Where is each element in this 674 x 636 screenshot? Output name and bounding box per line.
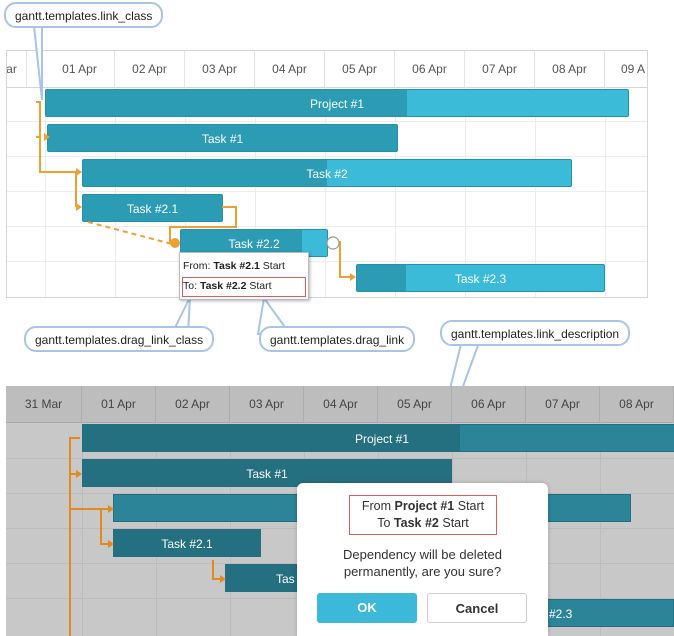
task-bar-task-1[interactable]: Task #1 xyxy=(82,459,452,487)
task-bar-task-2[interactable]: Task #2 xyxy=(82,159,572,187)
timeline-scale: 31 Mar 01 Apr 02 Apr 03 Apr 04 Apr 05 Ap… xyxy=(6,386,674,423)
scale-cell: 07 Apr xyxy=(465,51,535,87)
task-bar-task-2-1[interactable]: Task #2.1 xyxy=(113,529,261,557)
task-label: Task #1 xyxy=(246,467,288,481)
link-from: From Project #1 Start xyxy=(361,499,485,513)
callout-drag-link-class: gantt.templates.drag_link_class xyxy=(24,326,215,352)
scale-cell: 03 Apr xyxy=(185,51,255,87)
scale-cell: 08 Apr xyxy=(535,51,605,87)
delete-link-dialog: From Project #1 Start To Task #2 Start D… xyxy=(297,483,548,636)
timeline-scale: Mar 01 Apr 02 Apr 03 Apr 04 Apr 05 Apr 0… xyxy=(7,51,647,88)
confirm-message: Dependency will be deleted permanently, … xyxy=(343,547,502,579)
ok-button[interactable]: OK xyxy=(317,593,417,623)
scale-cell: 04 Apr xyxy=(255,51,325,87)
link-description: From Project #1 Start To Task #2 Start xyxy=(349,495,497,535)
drag-start-handle[interactable] xyxy=(170,238,180,248)
scale-cell: 02 Apr xyxy=(115,51,185,87)
task-label: Task #2.1 xyxy=(161,537,213,551)
task-label: Task #2.3 xyxy=(454,272,507,286)
scale-cell: 05 Apr xyxy=(325,51,395,87)
callout-drag-link: gantt.templates.drag_link xyxy=(259,326,416,352)
scale-cell: 01 Apr xyxy=(45,51,115,87)
tooltip-from: From: Task #2.1 Start xyxy=(183,260,285,272)
scale-cell: Mar xyxy=(7,51,27,87)
link-end-handle[interactable] xyxy=(326,236,340,250)
callout-link-description: gantt.templates.link_description xyxy=(440,320,631,346)
scale-cell: 03 Apr xyxy=(230,386,304,422)
task-label: Task #2.2 xyxy=(228,237,280,251)
cancel-button[interactable]: Cancel xyxy=(427,593,527,623)
scale-cell: 06 Apr xyxy=(452,386,526,422)
task-label: Task #1 xyxy=(201,132,244,146)
task-bar-project-1[interactable]: Project #1 xyxy=(45,89,629,117)
scale-cell: 04 Apr xyxy=(304,386,378,422)
scale-cell: 07 Apr xyxy=(526,386,600,422)
task-bar-task-1[interactable]: Task #1 xyxy=(47,124,398,152)
drag-link-tooltip: From: Task #2.1 Start To: Task #2.2 Star… xyxy=(179,252,309,300)
task-label: Project #1 xyxy=(309,97,365,111)
link-to: To Task #2 Start xyxy=(377,516,469,530)
task-bar-task-2-3[interactable]: Task #2.3 xyxy=(356,264,605,292)
scale-cell: 01 Apr xyxy=(82,386,156,422)
scale-cell: 05 Apr xyxy=(378,386,452,422)
task-label: Tas xyxy=(276,572,295,586)
task-label: Task #2 xyxy=(306,167,348,181)
callout-link-class: gantt.templates.link_class xyxy=(4,2,164,28)
task-label: Project #1 xyxy=(354,432,410,446)
task-bar-task-2-1[interactable]: Task #2.1 xyxy=(82,194,223,222)
task-bar-project-1[interactable]: Project #1 xyxy=(82,424,674,452)
scale-cell: 31 Mar xyxy=(6,386,82,422)
scale-cell: 09 A xyxy=(605,51,647,87)
scale-cell: 02 Apr xyxy=(156,386,230,422)
task-label: #2.3 xyxy=(549,607,573,621)
task-bar-task-2-3[interactable]: #2.3 xyxy=(506,599,674,627)
scale-cell: 06 Apr xyxy=(395,51,465,87)
gantt-chart-top: Mar 01 Apr 02 Apr 03 Apr 04 Apr 05 Apr 0… xyxy=(6,50,648,298)
task-label: Task #2.1 xyxy=(126,202,179,216)
tooltip-to: To: Task #2.2 Start xyxy=(183,280,272,292)
drag-link-line xyxy=(87,221,173,245)
